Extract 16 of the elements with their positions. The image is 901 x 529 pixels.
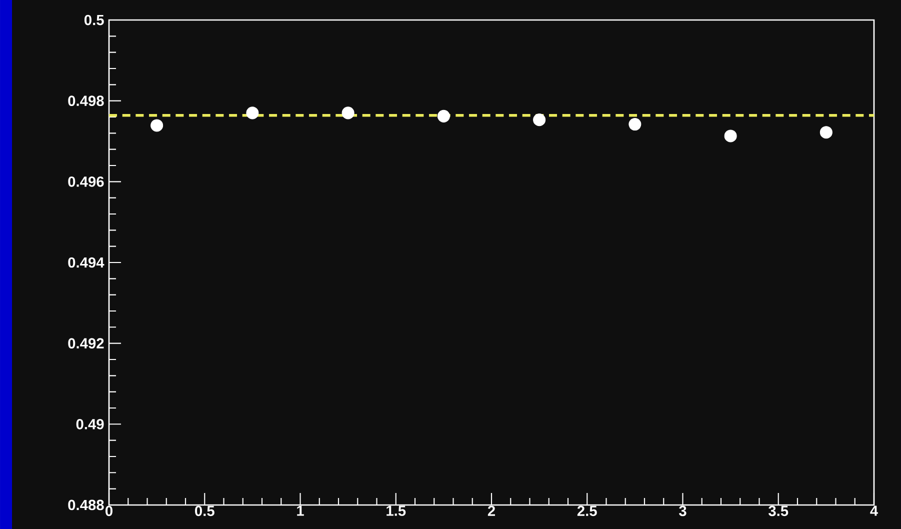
x-tick-label: 1 <box>297 506 304 516</box>
y-tick-label: 0.492 <box>68 338 104 349</box>
x-tick-label: 2 <box>488 506 495 516</box>
y-tick-label: 0.496 <box>68 176 104 187</box>
x-tick-label: 4 <box>870 506 878 516</box>
x-tick-label: 3.5 <box>768 506 788 516</box>
y-tick-label: 0.49 <box>76 418 104 430</box>
y-tick-label: 0.488 <box>68 500 104 510</box>
x-tick-label: 2.5 <box>577 506 597 516</box>
y-tick-label: 0.5 <box>84 14 104 26</box>
y-tick-label: 0.498 <box>68 96 104 106</box>
x-tick-label: 0.5 <box>195 506 214 516</box>
x-tick-label: 3 <box>679 506 686 516</box>
x-tick-label: 0 <box>106 506 112 516</box>
y-tick-label: 0.494 <box>68 257 104 268</box>
x-tick-label: 1.5 <box>386 506 406 516</box>
